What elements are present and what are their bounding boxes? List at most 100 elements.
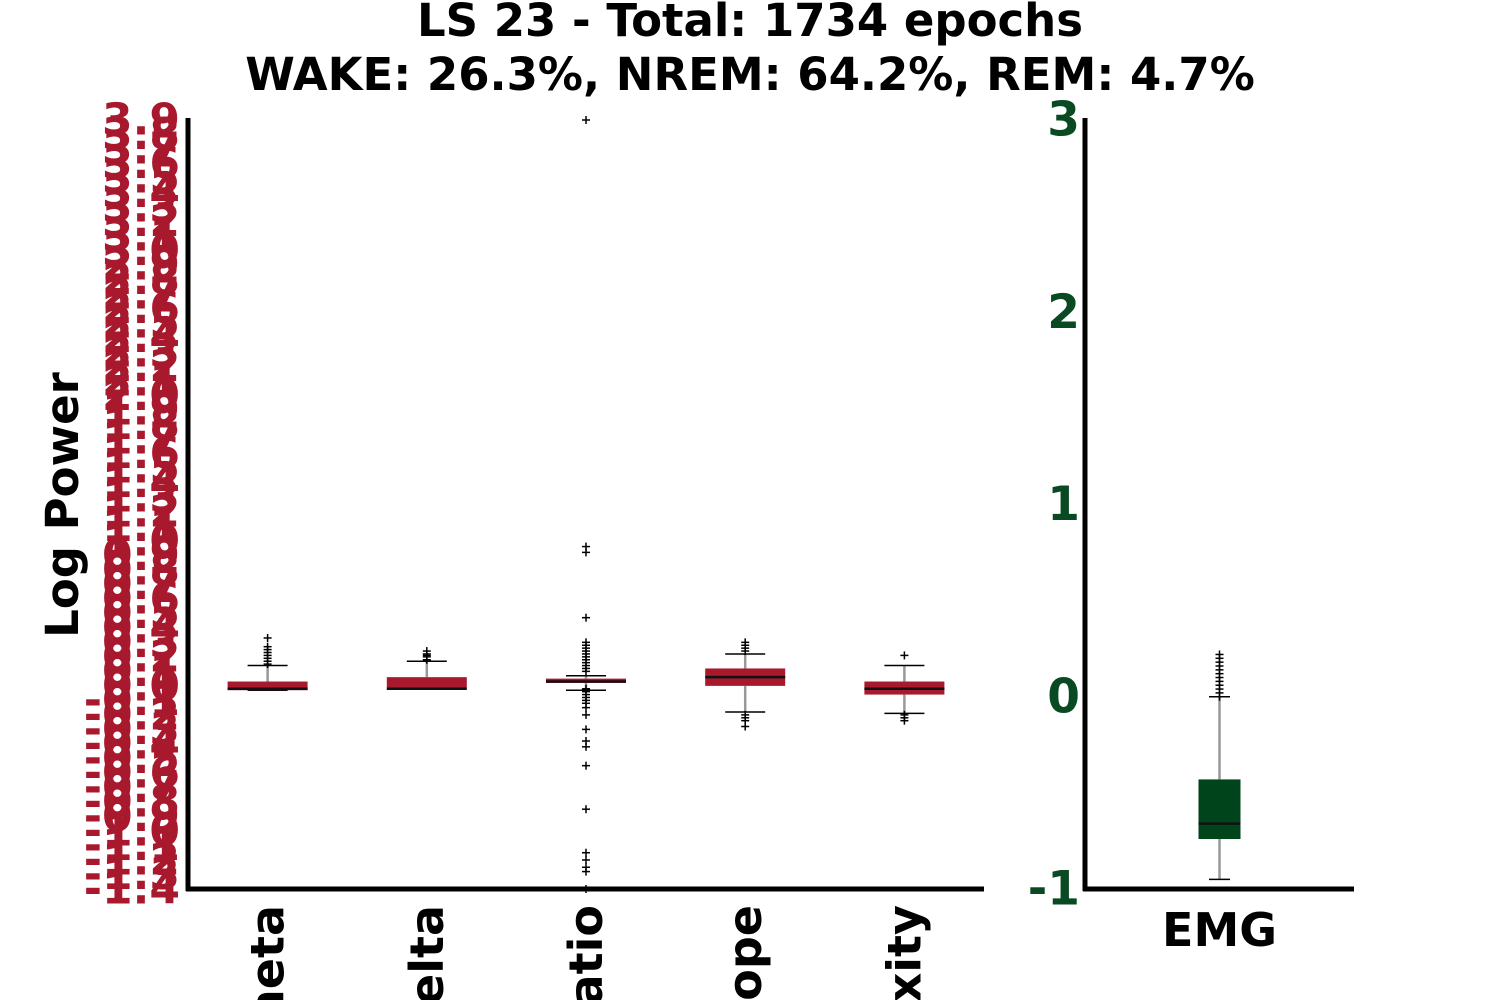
left-y-tick-label: -0.3 [84,704,180,755]
right-y-tick-label: 1 [1047,477,1080,532]
left-y-tick-label: 2.0 [102,370,180,421]
x-category-label: elta [400,905,454,1000]
flier-point [582,742,590,751]
left-y-tick-label: -1.1 [84,820,180,871]
chart-title-line-2: WAKE: 26.3%, NREM: 64.2%, REM: 4.7% [245,48,1255,101]
left-y-tick-label: 2.6 [102,283,180,334]
left-x-category-labels: heta elta atio ope xity [241,905,932,1000]
chart-title-line-1: LS 23 - Total: 1734 epochs [417,0,1083,47]
left-y-tick-label: 3.7 [102,124,180,175]
y-axis-label: Log Power [36,371,89,637]
right-boxes [1198,650,1241,881]
flier-point [900,651,909,660]
left-y-tick-label: 2.7 [102,269,180,320]
box-iqr [1198,779,1241,840]
left-y-tick-label: 0.6 [102,573,180,624]
left-y-tick-label: 3.3 [102,182,180,233]
left-y-tick-label: 0.7 [102,559,180,610]
left-y-tick-label: 3.0 [102,225,180,276]
flier-point [582,710,590,719]
box-ratio [546,116,626,893]
left-y-tick-label: 0.1 [102,646,180,697]
left-y-tick-label: 3.2 [102,196,180,247]
left-y-tick-label: 1.0 [102,515,180,566]
left-y-tick-label: 3.9 [102,95,180,146]
flier-point [582,855,590,864]
flier-point [582,848,590,857]
left-y-tick-label: 0.2 [102,631,180,682]
left-y-tick-label: 3.8 [102,109,180,160]
flier-point [582,761,590,770]
flier-point [900,716,909,725]
flier-point [263,633,272,642]
left-y-tick-label: -1.0 [84,805,180,856]
flier-point [1215,650,1224,659]
left-y-tick-label: 2.4 [102,312,180,363]
box-delta [386,647,467,691]
left-y-tick-label: -0.8 [84,776,180,827]
x-category-label: heta [241,905,295,1000]
left-y-tick-label: 1.1 [102,501,180,552]
left-y-tick-label: -1.3 [84,849,180,900]
left-y-tick-label: 2.9 [102,240,180,291]
left-panel: -1.4-1.3-1.2-1.1-1.0-0.9-0.8-0.7-0.6-0.5… [84,95,984,1000]
flier-point [263,642,272,651]
left-y-tick-label: -1.4 [84,864,180,915]
flier-point [582,613,590,622]
box-theta [227,633,308,691]
box-complexity [864,651,945,725]
left-y-tick-label: 2.3 [102,327,180,378]
left-y-tick-label: 1.4 [102,457,180,508]
left-y-tick-label: 0.8 [102,544,180,595]
left-y-tick-label: -1.2 [84,834,180,885]
left-y-tick-label: -0.4 [84,718,180,769]
left-y-tick-label: 1.6 [102,428,180,479]
flier-point [582,725,590,734]
left-y-tick-label: 0.0 [102,660,180,711]
x-category-label: ope [718,905,772,1000]
left-y-tick-label: 0.3 [102,617,180,668]
right-y-tick-label: 2 [1047,285,1080,340]
left-y-tick-label: 0.5 [102,588,180,639]
left-y-tick-label: 1.2 [102,486,180,537]
right-y-tick-labels: -1 0 1 2 3 [1028,93,1080,917]
left-y-tick-label: 2.5 [102,298,180,349]
right-x-category-labels: EMG [1162,903,1277,957]
left-y-tick-label: 3.6 [102,138,180,189]
left-y-tick-label: 2.2 [102,341,180,392]
flier-point [582,703,590,712]
box-iqr [386,677,467,689]
left-y-tick-label: 0.4 [102,602,180,653]
left-y-tick-label: -0.9 [84,791,180,842]
flier-point [582,867,590,876]
right-y-tick-label: 3 [1047,93,1080,148]
right-y-tick-label: 0 [1047,669,1080,724]
left-y-tick-label: 1.8 [102,399,180,450]
box-iqr [227,681,308,691]
left-y-tick-label: 1.9 [102,385,180,436]
left-y-tick-label: 3.5 [102,153,180,204]
left-y-tick-label: 2.1 [102,356,180,407]
flier-point [582,667,590,676]
right-panel: -1 0 1 2 3 EMG [1028,93,1354,957]
flier-point [582,548,590,557]
left-y-tick-labels: -1.4-1.3-1.2-1.1-1.0-0.9-0.8-0.7-0.6-0.5… [84,95,180,915]
flier-point [582,116,590,124]
left-y-tick-label: -0.1 [84,675,180,726]
left-y-tick-label: -0.6 [84,747,180,798]
left-boxes [227,116,945,893]
flier-point [422,647,431,656]
left-y-tick-label: 1.3 [102,472,180,523]
left-y-tick-label: 1.7 [102,414,180,465]
left-y-tick-label: -0.7 [84,762,180,813]
right-y-tick-label: -1 [1028,862,1080,917]
left-y-tick-label: -0.2 [84,689,180,740]
left-y-tick-label: 3.1 [102,211,180,262]
left-y-tick-label: 2.8 [102,254,180,305]
flier-point [582,805,590,814]
left-y-tick-label: 0.9 [102,530,180,581]
x-category-label: xity [877,905,931,1000]
left-y-tick-label: -0.5 [84,733,180,784]
x-category-label: EMG [1162,903,1277,957]
